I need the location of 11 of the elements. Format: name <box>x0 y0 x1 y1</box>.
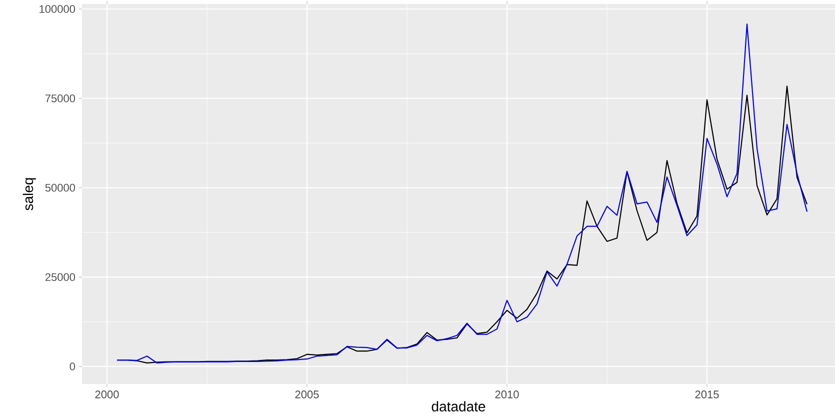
y-tick-label: 50000 <box>45 184 76 192</box>
x-tick-label: 2000 <box>95 390 119 398</box>
y-tick-label: 0 <box>70 362 76 370</box>
x-tick-label: 2015 <box>695 390 719 398</box>
x-tick-label: 2010 <box>495 390 519 398</box>
x-axis-title: datadate <box>432 401 486 412</box>
y-tick-label: 25000 <box>45 273 76 282</box>
y-axis-title: saleq <box>22 178 36 210</box>
y-tick-label: 100000 <box>40 5 76 13</box>
y-tick-label: 75000 <box>45 94 76 102</box>
x-tick-label: 2005 <box>295 390 319 398</box>
